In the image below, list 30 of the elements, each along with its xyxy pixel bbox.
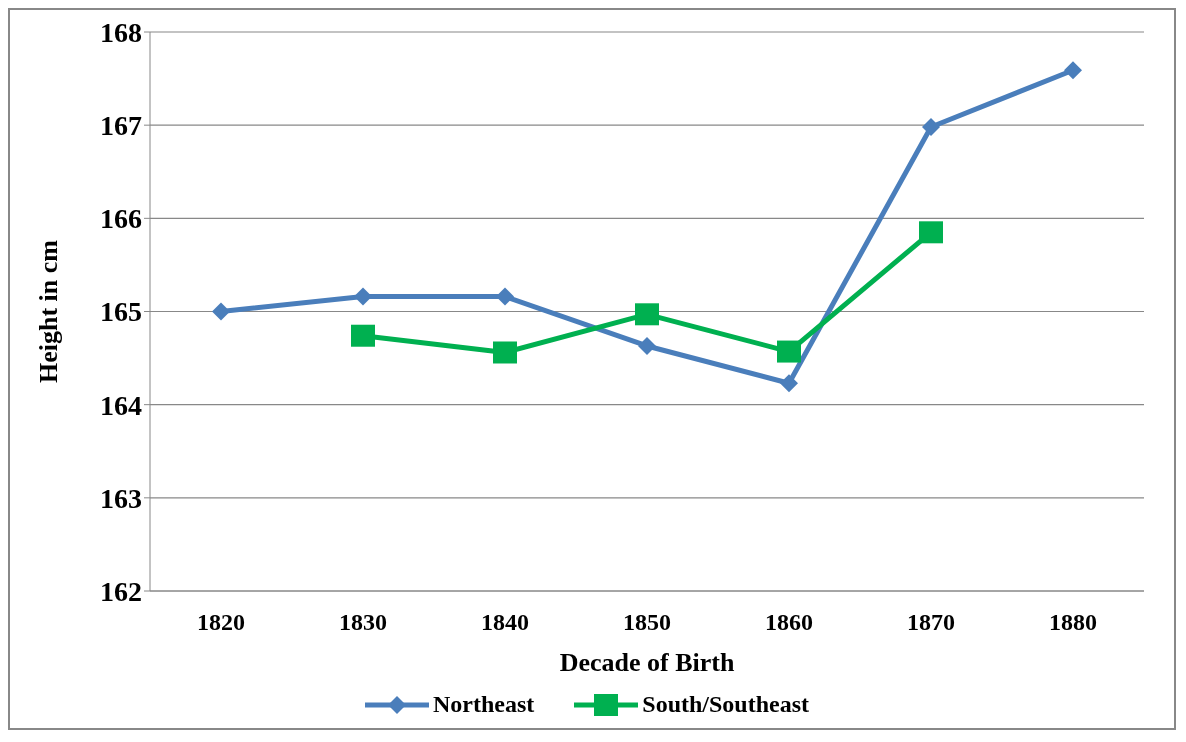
x-tick-label: 1880: [1049, 609, 1097, 636]
x-axis-title: Decade of Birth: [559, 648, 735, 677]
point: [496, 287, 514, 306]
point: [919, 221, 943, 244]
legend-label: Northeast: [432, 691, 535, 718]
point: [1064, 61, 1082, 80]
legend-label: South/Southeast: [642, 691, 810, 718]
point: [212, 302, 230, 321]
point: [493, 341, 517, 364]
x-tick-label: 1860: [765, 609, 813, 636]
point: [635, 303, 659, 326]
y-tick-label: 167: [100, 110, 142, 142]
point: [922, 118, 940, 137]
y-tick-label: 168: [100, 16, 142, 48]
point: [780, 374, 798, 393]
y-tick-label: 164: [100, 389, 142, 421]
x-tick-label: 1820: [197, 609, 245, 636]
y-tick-label: 165: [100, 296, 142, 328]
y-tick-label: 166: [100, 203, 142, 235]
point: [354, 287, 372, 306]
y-tick-label: 162: [100, 575, 142, 607]
point: [777, 340, 801, 363]
point: [638, 336, 656, 355]
x-tick-label: 1870: [907, 609, 955, 636]
x-tick-label: 1830: [339, 609, 387, 636]
y-tick-label: 163: [100, 482, 142, 514]
x-tick-label: 1850: [623, 609, 671, 636]
y-axis-title: Height in cm: [34, 239, 64, 383]
point: [351, 324, 375, 347]
x-tick-label: 1840: [481, 609, 529, 636]
